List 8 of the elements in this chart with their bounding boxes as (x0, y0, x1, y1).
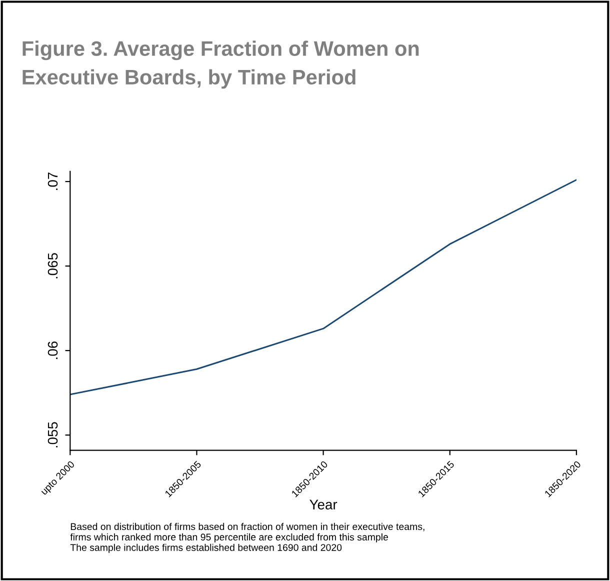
line-series (70, 179, 576, 396)
chart-title: Figure 3. Average Fraction of Women on Executive Boards, by Time Period (22, 40, 419, 89)
y-tick-label: .06 (48, 342, 58, 359)
y-tick-label: .07 (48, 172, 58, 190)
y-tick-label: .065 (48, 253, 58, 278)
text: Based on distribution of firms based on fraction of women in their executive teams, firms which ranked more than 95 percentile are excluded from this sample The sample includes firms established between 1690 and 2020 (70, 522, 424, 553)
y-tick-label: .055 (48, 422, 58, 448)
x-axis-title: Year (310, 500, 338, 510)
